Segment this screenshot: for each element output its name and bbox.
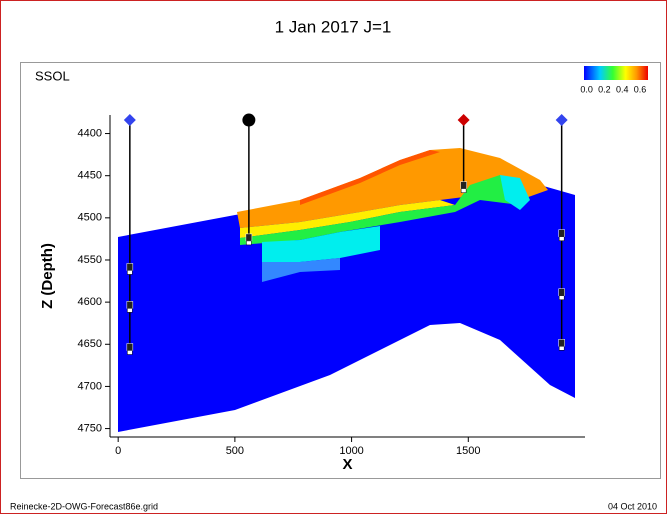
perforation-cap [558,295,565,300]
perforation [126,343,134,351]
perforation-cap [127,350,133,355]
well-marker [242,113,256,127]
colorbar [584,66,648,80]
y-tick-label: 4500 [78,212,102,224]
x-tick-label: 0 [115,445,121,457]
chart-title: 1 Jan 2017 J=1 [275,17,392,36]
y-tick-label: 4400 [78,127,102,139]
x-tick-label: 1500 [456,445,480,457]
y-tick-label: 4550 [78,254,102,266]
colorbar-tick-label: 0.0 [580,84,593,94]
y-tick-label: 4750 [78,422,102,434]
footer-file: Reinecke-2D-OWG-Forecast86e.grid [10,501,158,511]
x-axis-label: X [342,456,352,473]
perforation [558,229,565,237]
x-tick-label: 500 [226,445,244,457]
y-axis-label: Z (Depth) [39,243,56,309]
property-label: SSOL [35,68,70,83]
perforation [460,181,467,189]
perforation-cap [558,236,565,241]
perforation [558,288,565,296]
footer-date: 04 Oct 2010 [608,501,657,511]
perforation [558,339,565,347]
perforation [245,233,253,242]
perforation-cap [460,188,467,193]
well-marker [555,114,568,127]
well-marker [123,114,136,127]
section [118,148,575,432]
y-tick-label: 4700 [78,380,102,392]
perforation-cap [127,270,133,275]
y-tick-label: 4600 [78,296,102,308]
y-tick-label: 4650 [78,338,102,350]
colorbar-tick-label: 0.4 [616,84,629,94]
colorbar-tick-label: 0.2 [598,84,611,94]
perforation [126,301,134,309]
colorbar-tick-label: 0.6 [634,84,647,94]
perforation-cap [246,240,252,246]
x-tick-label: 1000 [339,445,363,457]
perforation-cap [558,346,565,351]
well-marker [457,114,470,127]
perforation-cap [127,308,133,313]
perforation [126,263,134,271]
y-tick-label: 4450 [78,170,102,182]
